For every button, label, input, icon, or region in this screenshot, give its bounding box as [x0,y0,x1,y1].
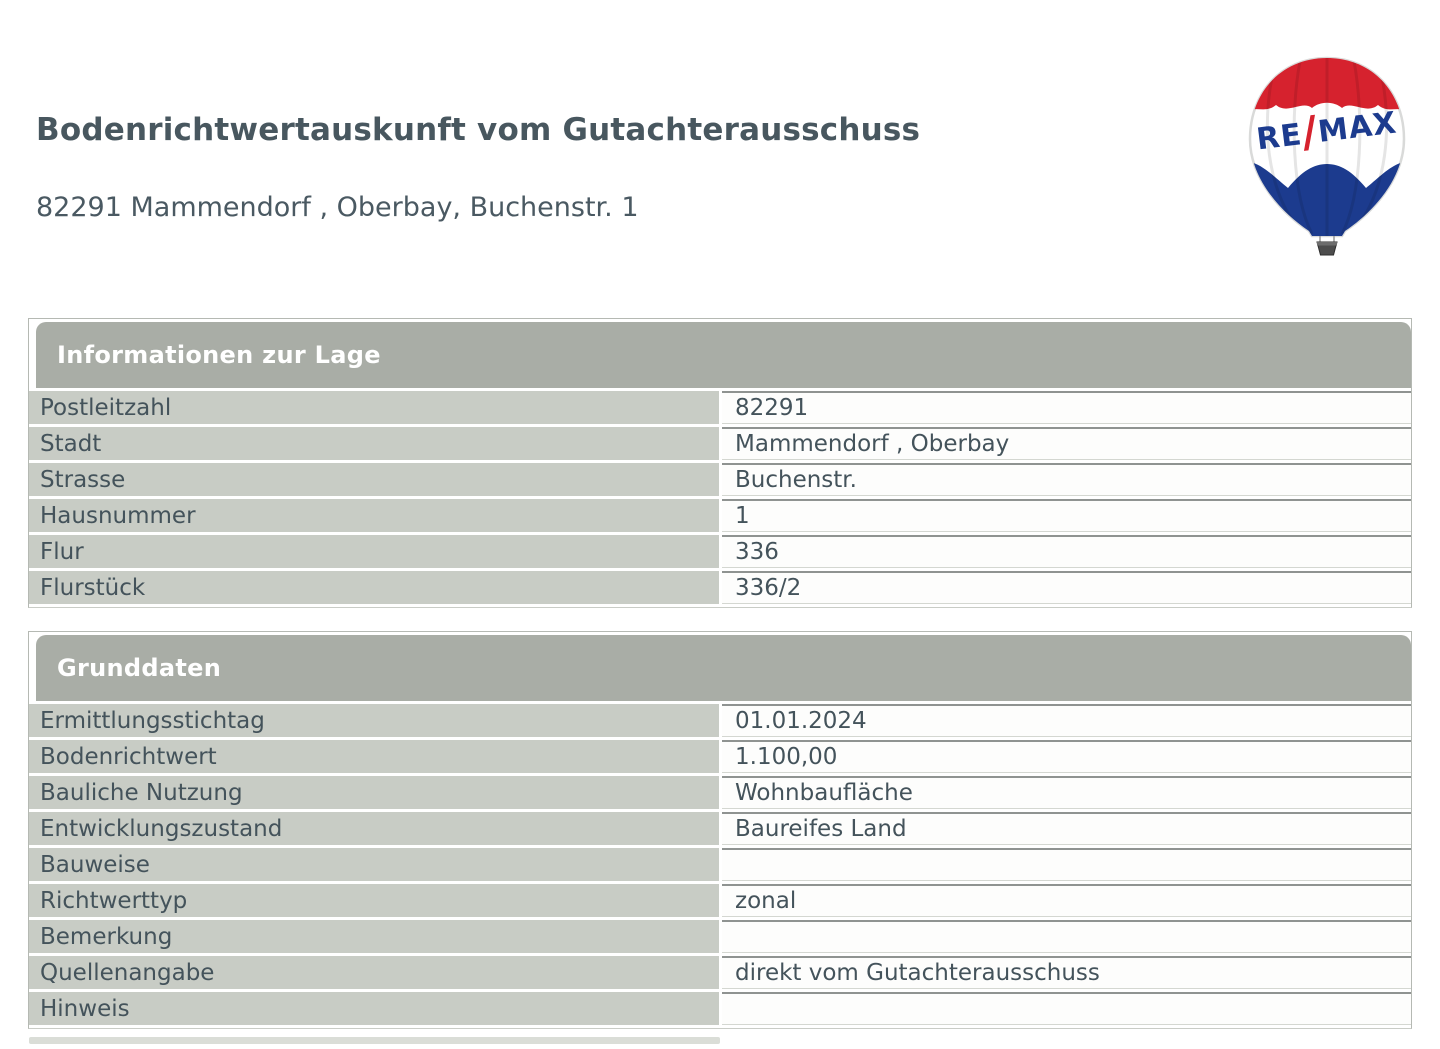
table-row: Strasse Buchenstr. [29,463,1411,496]
row-value [722,848,1411,881]
row-label: Bemerkung [29,920,719,953]
row-value: Buchenstr. [722,463,1411,496]
row-value: direkt vom Gutachterausschuss [722,956,1411,989]
row-value: 01.01.2024 [722,704,1411,737]
section-grunddaten: Grunddaten Ermittlungsstichtag 01.01.202… [28,631,1412,1029]
section-informationen-zur-lage: Informationen zur Lage Postleitzahl 8229… [28,318,1412,608]
row-value: 1.100,00 [722,740,1411,773]
table-title: Grunddaten [57,654,222,682]
row-label: Bauweise [29,848,719,881]
table-row: Bemerkung [29,920,1411,953]
row-value: 336/2 [722,571,1411,604]
row-value: zonal [722,884,1411,917]
row-label: Richtwerttyp [29,884,719,917]
table-title: Informationen zur Lage [57,341,381,369]
page-subtitle: 82291 Mammendorf , Oberbay, Buchenstr. 1 [36,192,639,223]
table-row: Flurstück 336/2 [29,571,1411,604]
row-label: Ermittlungsstichtag [29,704,719,737]
table-row: Richtwerttyp zonal [29,884,1411,917]
remax-wordmark: RE/MAX [1254,97,1400,163]
row-value: 1 [722,499,1411,532]
balloon-gore-lines [1265,58,1389,236]
table-row: Ermittlungsstichtag 01.01.2024 [29,704,1411,737]
row-label: Quellenangabe [29,956,719,989]
row-label: Postleitzahl [29,391,719,424]
row-value: Mammendorf , Oberbay [722,427,1411,460]
table-body: Ermittlungsstichtag 01.01.2024 Bodenrich… [29,701,1411,1025]
row-label: Entwicklungszustand [29,812,719,845]
table-body: Postleitzahl 82291 Stadt Mammendorf , Ob… [29,388,1411,604]
row-label: Bauliche Nutzung [29,776,719,809]
row-value: 336 [722,535,1411,568]
row-label: Strasse [29,463,719,496]
remax-balloon-logo: RE/MAX [1248,56,1406,256]
table-row: Postleitzahl 82291 [29,391,1411,424]
row-label: Hinweis [29,992,719,1025]
table-header: Informationen zur Lage [36,322,1411,388]
table-row: Stadt Mammendorf , Oberbay [29,427,1411,460]
row-label: Bodenrichtwert [29,740,719,773]
table-row: Flur 336 [29,535,1411,568]
row-label: Flurstück [29,571,719,604]
next-row-partial [29,1037,720,1044]
row-label: Stadt [29,427,719,460]
row-value [722,992,1411,1025]
table-row: Bodenrichtwert 1.100,00 [29,740,1411,773]
page-title: Bodenrichtwertauskunft vom Gutachterauss… [36,112,921,148]
table-row: Bauweise [29,848,1411,881]
table-header: Grunddaten [36,635,1411,701]
table-row: Bauliche Nutzung Wohnbaufläche [29,776,1411,809]
table-row: Hausnummer 1 [29,499,1411,532]
row-label: Hausnummer [29,499,719,532]
row-value: Wohnbaufläche [722,776,1411,809]
row-value: 82291 [722,391,1411,424]
row-label: Flur [29,535,719,568]
row-value: Baureifes Land [722,812,1411,845]
table-row: Entwicklungszustand Baureifes Land [29,812,1411,845]
balloon-basket [1316,236,1338,256]
table-row: Quellenangabe direkt vom Gutachteraussch… [29,956,1411,989]
row-value [722,920,1411,953]
table-row: Hinweis [29,992,1411,1025]
